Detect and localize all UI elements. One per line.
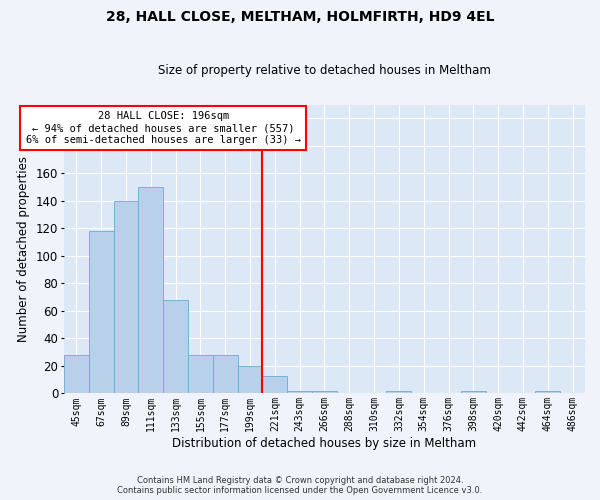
Bar bbox=[139, 187, 163, 394]
Bar bbox=[262, 376, 287, 394]
Bar bbox=[461, 390, 486, 394]
Bar bbox=[535, 390, 560, 394]
Bar bbox=[163, 300, 188, 394]
Bar bbox=[89, 231, 113, 394]
Bar bbox=[287, 390, 312, 394]
Bar bbox=[312, 390, 337, 394]
Bar bbox=[386, 390, 412, 394]
Title: Size of property relative to detached houses in Meltham: Size of property relative to detached ho… bbox=[158, 64, 491, 77]
Bar bbox=[188, 355, 213, 394]
Text: 28, HALL CLOSE, MELTHAM, HOLMFIRTH, HD9 4EL: 28, HALL CLOSE, MELTHAM, HOLMFIRTH, HD9 … bbox=[106, 10, 494, 24]
X-axis label: Distribution of detached houses by size in Meltham: Distribution of detached houses by size … bbox=[172, 437, 476, 450]
Y-axis label: Number of detached properties: Number of detached properties bbox=[17, 156, 31, 342]
Bar bbox=[113, 201, 139, 394]
Text: Contains HM Land Registry data © Crown copyright and database right 2024.
Contai: Contains HM Land Registry data © Crown c… bbox=[118, 476, 482, 495]
Bar bbox=[238, 366, 262, 394]
Bar bbox=[64, 355, 89, 394]
Bar bbox=[213, 355, 238, 394]
Text: 28 HALL CLOSE: 196sqm
← 94% of detached houses are smaller (557)
6% of semi-deta: 28 HALL CLOSE: 196sqm ← 94% of detached … bbox=[26, 112, 301, 144]
